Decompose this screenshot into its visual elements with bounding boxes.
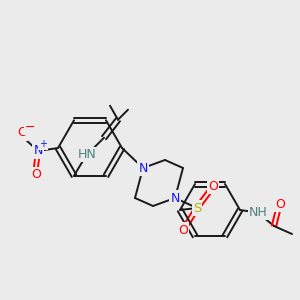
Text: O: O	[178, 224, 188, 236]
Text: +: +	[39, 139, 47, 149]
Text: N: N	[170, 191, 180, 205]
Text: NH: NH	[249, 206, 267, 218]
Text: O: O	[31, 169, 41, 182]
Text: S: S	[193, 202, 201, 214]
Text: O: O	[208, 179, 218, 193]
Text: O: O	[17, 127, 27, 140]
Text: N: N	[138, 161, 148, 175]
Text: N: N	[33, 145, 43, 158]
Text: O: O	[275, 197, 285, 211]
Text: −: −	[25, 121, 35, 134]
Text: HN: HN	[78, 148, 96, 161]
